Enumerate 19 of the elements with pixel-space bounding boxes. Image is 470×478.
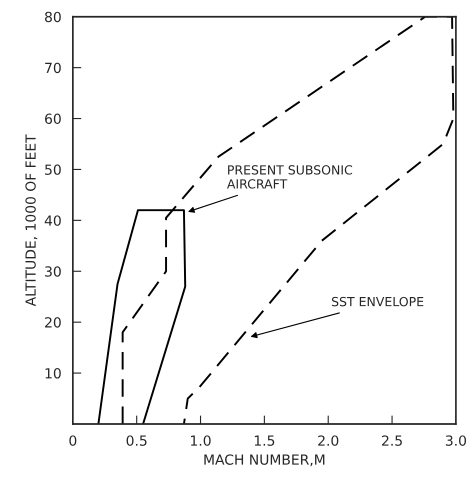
y-axis-title: ALTITUDE, 1000 OF FEET xyxy=(25,134,38,306)
x-tick-label: 2.0 xyxy=(318,435,338,446)
x-tick-label: 1.5 xyxy=(254,436,274,446)
y-tick-label: 80 xyxy=(45,12,61,22)
y-tick-label: 50 xyxy=(45,164,61,175)
y-tick-label: 20 xyxy=(45,317,61,328)
x-tick-label: 0 xyxy=(69,435,76,446)
y-tick-label: 70 xyxy=(45,62,61,74)
x-tick-label: 1.0 xyxy=(191,435,211,446)
y-tick-label: 40 xyxy=(44,215,61,226)
annotation: SST ENVELOPE xyxy=(332,296,424,306)
x-tick-label: 3.0 xyxy=(446,435,466,446)
x-tick-label: 2.5 xyxy=(382,435,402,446)
y-tick-label: 60 xyxy=(45,114,61,124)
annotation: PRESENT SUBSONIC AIRCRAFT xyxy=(226,165,352,189)
y-tick-label: 10 xyxy=(46,368,61,379)
y-tick-label: 30 xyxy=(45,266,61,277)
x-tick-label: 0.5 xyxy=(126,435,147,446)
x-axis-title: MACH NUMBER,M xyxy=(204,454,324,466)
